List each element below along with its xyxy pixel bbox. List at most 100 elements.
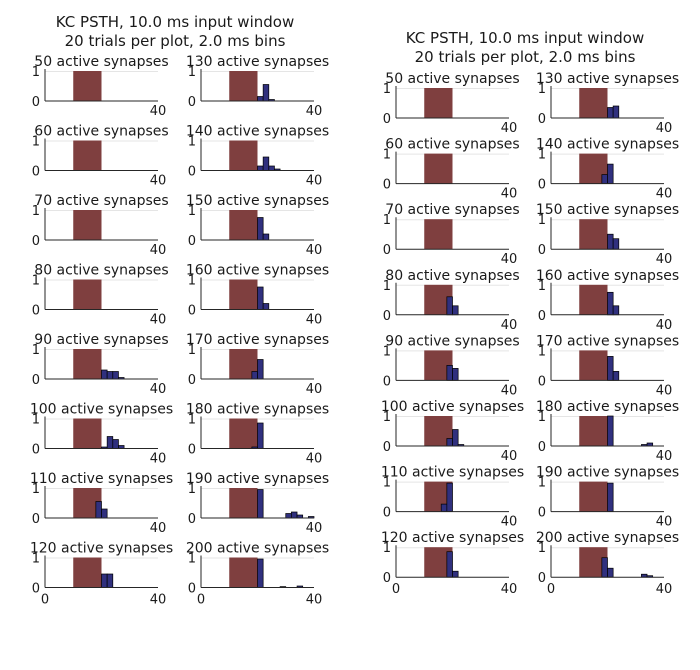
fig2-panel-15-xtick-0: 0 — [392, 582, 400, 597]
fig2-panel-1-ytick-0: 0 — [383, 112, 391, 127]
fig1-panel-4-xtick-40: 40 — [306, 174, 323, 189]
fig1-panel-14-bar-1 — [257, 489, 264, 519]
fig1-panel-9-bar-3 — [112, 371, 119, 380]
fig2-panel-8-ytick-1: 1 — [538, 279, 546, 294]
fig1-panel-9-stimulus-window — [73, 349, 102, 379]
fig1-panel-4-stimulus-window — [229, 140, 258, 171]
fig1-panel-2-ytick-0: 0 — [188, 95, 196, 110]
fig1-panel-14-title: 190 active synapses — [186, 471, 329, 487]
fig1-panel-6-bar-1 — [257, 217, 264, 241]
fig2-panel-15-bar-1 — [446, 551, 453, 578]
right-figure-title-line-1: KC PSTH, 10.0 ms input window — [405, 29, 645, 47]
fig2-panel-9-bar-2 — [452, 368, 459, 381]
fig2-panel-2-ytick-1: 1 — [538, 82, 546, 97]
fig2-panel-9-ytick-1: 1 — [383, 344, 391, 359]
fig1-panel-1-xtick-40: 40 — [150, 104, 167, 119]
fig2-panel-16-xtick-0: 0 — [547, 582, 555, 597]
fig2-panel-1-title: 50 active synapses — [385, 71, 519, 87]
fig2-panel-1-stimulus-window — [424, 88, 453, 118]
fig2-panel-12-ytick-1: 1 — [538, 410, 546, 425]
fig2-panel-3-xtick-40: 40 — [501, 187, 518, 202]
fig1-panel-14-stimulus-window — [229, 488, 258, 518]
fig2-panel-9-xtick-40: 40 — [501, 383, 518, 398]
left-figure-title-line-2: 20 trials per plot, 2.0 ms bins — [64, 32, 286, 50]
fig2-panel-7-xtick-40: 40 — [501, 318, 518, 333]
fig2-panel-16-ytick-1: 1 — [538, 541, 546, 556]
fig1-panel-2-stimulus-window — [229, 71, 258, 101]
fig2-panel-4-bar-1 — [601, 174, 608, 184]
fig2-panel-12-stimulus-window — [579, 416, 608, 446]
fig1-panel-2-bar-2 — [262, 84, 270, 102]
fig2-panel-6-bar-1 — [607, 233, 614, 250]
fig1-panel-14-ytick-0: 0 — [188, 512, 196, 527]
fig2-panel-12-title: 180 active synapses — [536, 399, 679, 415]
fig1-panel-15-title: 120 active synapses — [30, 541, 173, 557]
fig2-panel-4-xtick-40: 40 — [656, 187, 673, 202]
fig2-panel-15-title: 120 active synapses — [381, 530, 524, 546]
fig2-panel-2-stimulus-window — [579, 88, 608, 118]
fig2-panel-14-xtick-40: 40 — [656, 515, 673, 530]
fig2-panel-10-bar-1 — [607, 356, 614, 381]
fig2-panel-13-title: 110 active synapses — [381, 465, 524, 481]
fig1-panel-7-title: 80 active synapses — [34, 263, 168, 279]
fig2-panel-5-ytick-0: 0 — [383, 243, 391, 258]
right-figure-title-line-2: 20 trials per plot, 2.0 ms bins — [414, 48, 636, 66]
fig2-panel-16-bar-2 — [607, 567, 614, 578]
fig2-panel-5-stimulus-window — [424, 219, 453, 250]
fig2-panel-11-ytick-1: 1 — [383, 410, 391, 425]
fig2-panel-11-bar-2 — [452, 429, 459, 447]
fig2-panel-6-title: 150 active synapses — [536, 202, 679, 218]
fig1-panel-11-stimulus-window — [73, 418, 102, 449]
fig1-panel-9-bar-2 — [106, 371, 114, 380]
fig1-panel-4-bar-2 — [262, 156, 270, 171]
fig1-panel-4-bar-1 — [257, 165, 264, 171]
fig2-panel-5-xtick-40: 40 — [501, 252, 518, 267]
fig1-panel-15-xtick-40: 40 — [150, 593, 167, 608]
fig1-panel-8-xtick-40: 40 — [306, 313, 323, 328]
fig1-panel-10-bar-2 — [257, 359, 264, 380]
fig1-panel-16-xtick-40: 40 — [306, 593, 323, 608]
fig1-panel-12-bar-2 — [257, 422, 264, 449]
fig2-panel-1-xtick-40: 40 — [501, 121, 518, 136]
fig1-panel-3-ytick-0: 0 — [32, 165, 40, 180]
fig2-panel-15-ytick-1: 1 — [383, 541, 391, 556]
fig1-panel-15-bar-2 — [106, 573, 114, 588]
fig1-panel-8-bar-2 — [262, 303, 270, 310]
fig1-panel-7-ytick-0: 0 — [32, 304, 40, 319]
fig2-panel-16-bar-1 — [601, 557, 608, 578]
fig1-panel-13-title: 110 active synapses — [30, 471, 173, 487]
fig1-panel-7-stimulus-window — [73, 279, 102, 310]
fig2-panel-10-bar-2 — [612, 371, 620, 381]
fig2-panel-4-title: 140 active synapses — [536, 137, 679, 153]
fig1-panel-13-xtick-40: 40 — [150, 521, 167, 536]
fig2-panel-7-ytick-0: 0 — [383, 309, 391, 324]
fig1-panel-2-xtick-40: 40 — [306, 104, 323, 119]
fig1-panel-15-ytick-0: 0 — [32, 582, 40, 597]
fig2-panel-2-bar-1 — [607, 107, 614, 119]
fig1-panel-6-title: 150 active synapses — [186, 193, 329, 209]
fig2-panel-3-ytick-1: 1 — [383, 148, 391, 163]
fig1-panel-15-bar-1 — [101, 573, 108, 588]
fig2-panel-4-ytick-1: 1 — [538, 148, 546, 163]
fig1-panel-9-ytick-1: 1 — [32, 343, 40, 358]
fig2-panel-10-ytick-1: 1 — [538, 344, 546, 359]
fig2-panel-3-ytick-0: 0 — [383, 178, 391, 193]
fig1-panel-9-bar-1 — [101, 369, 108, 380]
fig2-panel-12-bar-1 — [607, 415, 614, 447]
fig1-panel-11-title: 100 active synapses — [30, 402, 173, 418]
fig2-panel-6-ytick-0: 0 — [538, 243, 546, 258]
fig1-panel-5-ytick-0: 0 — [32, 234, 40, 249]
fig1-panel-11-ytick-1: 1 — [32, 413, 40, 428]
fig2-panel-2-bar-2 — [612, 105, 620, 119]
fig1-panel-16-title: 200 active synapses — [186, 541, 329, 557]
fig1-panel-10-ytick-1: 1 — [188, 343, 196, 358]
fig2-panel-14-bar-1 — [607, 482, 614, 512]
fig1-panel-4-bar-3 — [268, 165, 275, 171]
fig1-panel-14-bar-2 — [285, 513, 292, 519]
fig1-panel-14-bar-3 — [291, 511, 298, 519]
fig1-panel-13-ytick-1: 1 — [32, 482, 40, 497]
fig1-panel-5-stimulus-window — [73, 210, 102, 240]
fig2-panel-14-ytick-0: 0 — [538, 506, 546, 521]
fig2-panel-8-ytick-0: 0 — [538, 309, 546, 324]
